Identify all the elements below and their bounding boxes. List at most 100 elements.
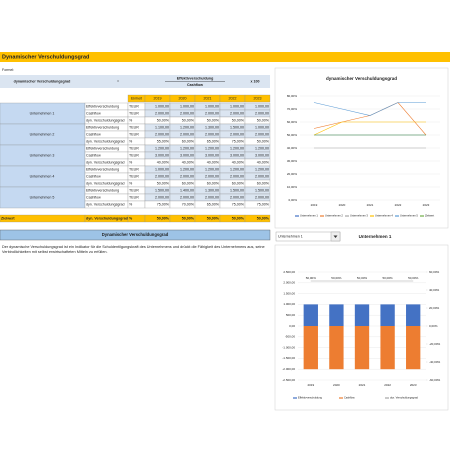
target-cell: dyn. Verschuldungsgrad [86, 216, 128, 220]
cell-text: 1.000,00 [155, 167, 169, 171]
x-tick-label: 2020 [339, 203, 346, 207]
data-label: 50,00% [408, 276, 419, 280]
cell-text: 2.000,00 [205, 174, 219, 178]
target-cell: Zielwert [1, 216, 15, 220]
cell-text: 40,00% [232, 160, 245, 164]
bar [329, 326, 344, 370]
cell-text: 1.400,00 [180, 188, 194, 192]
cell-text: Cashflow [86, 132, 101, 136]
cell-text: 1.200,00 [155, 146, 169, 150]
cell-text: 1.000,00 [255, 104, 269, 108]
y-tick-label: -500,00 [285, 335, 296, 339]
cell-text: 1.100,00 [155, 125, 169, 129]
dropdown-value[interactable]: Unternehmen 1 [278, 234, 303, 238]
cell-text: 40,00% [157, 160, 170, 164]
cell-text: TEUR [129, 111, 139, 115]
y-tick-label: 40,00% [287, 146, 298, 150]
cell-text: 70,00% [182, 202, 195, 206]
cell-text: TEUR [129, 174, 139, 178]
group-label: Unternehmen 3 [30, 153, 55, 157]
bar [303, 304, 318, 326]
x-tick-label: 2023 [410, 383, 417, 387]
x-tick-label: 2019 [311, 203, 318, 207]
y-tick-label: 10,00% [287, 185, 298, 189]
y-tick-label: 0,00 [289, 324, 295, 328]
cell-text: 1.200,00 [180, 167, 194, 171]
dropdown-arrow[interactable] [333, 235, 338, 239]
y-tick-label: 20,00% [287, 172, 298, 176]
legend-label: Cashflow [344, 396, 355, 400]
cell-text: 2.000,00 [255, 174, 269, 178]
x-tick-label: 2021 [359, 383, 366, 387]
cell-text: 3.000,00 [180, 153, 194, 157]
cell-text: 55,00% [157, 139, 170, 143]
cell-text: TEUR [129, 195, 139, 199]
cell-text: 1.000,00 [230, 104, 244, 108]
cell-text: 1.300,00 [205, 125, 219, 129]
legend-label: Unternehmen 2 [325, 214, 343, 218]
bar [406, 326, 421, 370]
bar [354, 326, 370, 370]
cell-text: 2.000,00 [230, 174, 244, 178]
cell-text: TEUR [129, 146, 139, 150]
cell-text: 2.000,00 [205, 195, 219, 199]
column-header: Einheit [131, 96, 142, 100]
numerator: Effektivverschuldung [177, 76, 214, 80]
cell-text: 2.000,00 [180, 111, 194, 115]
legend-label: Unternehmen 4 [375, 214, 393, 218]
cell-text: 2.000,00 [205, 111, 219, 115]
cell-text: 2.000,00 [230, 111, 244, 115]
y-tick-label: -1.000,00 [282, 345, 295, 349]
cell-text: Effektivverschuldung [86, 104, 119, 108]
formula-label: Formel: [2, 68, 14, 72]
cell-text: 1.000,00 [205, 104, 219, 108]
cell-text: 3.000,00 [155, 153, 169, 157]
cell-text: 60,00% [257, 181, 270, 185]
formula-equals: = [117, 79, 119, 83]
x-tick-label: 2019 [307, 383, 314, 387]
y-tick-label: -2.500,00 [282, 378, 295, 382]
cell-text: 50,00% [257, 139, 270, 143]
column-header: 2020 [179, 96, 187, 100]
cell-text: 50,00% [157, 118, 170, 122]
section-heading: Dynamischer Verschuldungsgrad [102, 232, 169, 237]
chart-title: dynamischer Verschuldungsgrad [326, 76, 397, 81]
cell-text: 2.000,00 [230, 132, 244, 136]
legend-label: Unternehmen 5 [400, 214, 418, 218]
cell-text: TEUR [129, 132, 139, 136]
y-tick-label: 0,00% [288, 198, 297, 202]
y2-tick-label: 60,00% [429, 270, 440, 274]
cell-text: 3.000,00 [255, 153, 269, 157]
column-header: 2023 [254, 96, 262, 100]
y-tick-label: 500,00 [286, 313, 296, 317]
denominator: Cashflow [187, 83, 203, 87]
chart-title: Unternehmen 1 [359, 234, 392, 239]
cell-text: 2.000,00 [155, 195, 169, 199]
cell-text: 1.500,00 [255, 188, 269, 192]
section-text: Der dynamische Verschuldungsgrad ist ein… [2, 245, 265, 254]
chart-frame [274, 67, 449, 229]
series-line [313, 102, 427, 136]
cell-text: 1.000,00 [255, 125, 269, 129]
cell [244, 200, 271, 209]
cell-text: Cashflow [86, 153, 101, 157]
chart-frame [274, 244, 449, 411]
y-tick-label: 50,00% [287, 133, 298, 137]
cell-text: 1.500,00 [155, 188, 169, 192]
group-label: Unternehmen 1 [30, 111, 55, 115]
y2-tick-label: -20,00% [429, 342, 441, 346]
cell-text: 60,00% [207, 181, 220, 185]
cell-text: 40,00% [257, 160, 270, 164]
y-tick-label: 60,00% [287, 120, 298, 124]
cell-text: 50,00% [157, 181, 170, 185]
cell-text: 1.200,00 [180, 146, 194, 150]
cell-text: dyn. Verschuldungsgrad [86, 202, 125, 206]
column-header: 2019 [154, 96, 162, 100]
cell-text: 40,00% [182, 160, 195, 164]
legend-label: Effektivverschuldung [298, 396, 322, 400]
series-line [313, 102, 426, 116]
data-label: 50,00% [306, 276, 317, 280]
cell-text: 1.300,00 [205, 188, 219, 192]
cell-text: TEUR [129, 167, 139, 171]
